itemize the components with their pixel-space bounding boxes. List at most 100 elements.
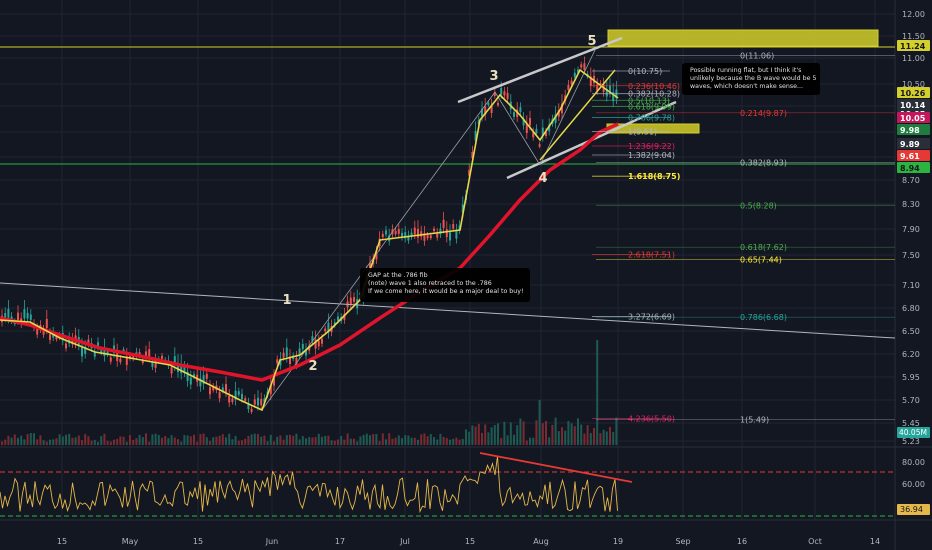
volume-bar	[615, 417, 618, 445]
fib-label-right: 0(11.06)	[740, 51, 774, 60]
candle-body	[250, 408, 253, 412]
volume-bar	[314, 437, 317, 445]
volume-bar	[522, 421, 525, 445]
candle-body	[397, 229, 400, 234]
candle-body	[567, 84, 570, 90]
candle-body	[452, 224, 455, 229]
volume-bar	[503, 421, 506, 445]
volume-bar	[337, 439, 339, 445]
volume-bar	[586, 425, 589, 445]
price-badge-label: 9.61	[900, 152, 920, 161]
candle-body	[557, 109, 560, 117]
volume-bar	[39, 435, 42, 445]
time-tick-label: 19	[613, 537, 623, 546]
volume-bar	[20, 435, 23, 445]
annotation-text: (note) wave 1 also retraced to the .786	[368, 280, 492, 287]
fib-levels: 0(10.75) 0.236(10.46)0.382(10.28)0.5(10.1…	[592, 51, 895, 424]
volume-bar	[7, 435, 10, 445]
candle-body	[570, 80, 573, 85]
volume-bar	[583, 433, 586, 445]
time-tick-label: 15	[465, 537, 475, 546]
volume-bar	[407, 435, 410, 445]
candle-body	[282, 352, 285, 358]
volume-bar	[343, 439, 346, 445]
volume-bar	[477, 423, 480, 445]
volume-bar	[545, 420, 547, 445]
candle-body	[68, 337, 71, 344]
candle-body	[177, 363, 179, 372]
price-badge-label: 9.98	[900, 126, 920, 135]
fib-label-right: 0.214(9.87)	[740, 109, 787, 118]
candle-body	[381, 233, 384, 238]
time-tick-label: 15	[57, 537, 67, 546]
volume-bar	[106, 440, 109, 445]
volume-bar	[228, 433, 231, 445]
time-tick-label: Aug	[533, 537, 549, 546]
volume-bar	[458, 439, 461, 445]
volume-bar	[205, 437, 208, 445]
candle-body	[455, 231, 458, 239]
candle-body	[522, 118, 525, 126]
volume-bar	[580, 424, 583, 445]
price-tick-label: 5.45	[902, 419, 920, 428]
volume-bar	[481, 432, 483, 445]
volume-bar	[455, 437, 458, 445]
price-tick-label: 6.80	[902, 304, 920, 313]
price-badge-label: 8.94	[900, 164, 920, 173]
volume-bar	[404, 435, 407, 445]
volume-bar	[573, 426, 576, 445]
candle-body	[202, 375, 205, 384]
volume-bar	[74, 437, 77, 445]
candle-body	[433, 228, 435, 232]
candle-body	[173, 356, 176, 366]
candle-body	[87, 339, 90, 345]
volume-bar	[429, 434, 432, 445]
candle-body	[449, 232, 451, 241]
volume-bar	[295, 433, 298, 445]
time-tick-label: 17	[335, 537, 345, 546]
candle-body	[532, 132, 535, 138]
volume-bar	[58, 434, 61, 445]
candle-body	[228, 395, 231, 403]
time-axis[interactable]: 15 May 15 Jun 17 Jul 15 Aug 19 Sep 16 Oct 14	[57, 537, 880, 546]
volume-bar	[305, 438, 307, 445]
candle-body	[26, 312, 29, 319]
candle-body	[84, 346, 87, 354]
ma-yellow-line	[0, 68, 619, 412]
time-tick-label: Jul	[399, 537, 410, 546]
volume-bar	[225, 437, 227, 445]
candle-body	[605, 88, 608, 97]
volume-bar	[468, 431, 471, 445]
volume-bar	[439, 433, 442, 445]
volume-bar	[609, 426, 611, 445]
volume-bar	[317, 433, 320, 445]
volume-bar	[26, 434, 29, 445]
volume-bar	[551, 424, 554, 445]
candle-body	[321, 338, 323, 344]
candle-body	[109, 357, 112, 362]
volume-badge-label: 40.05M	[899, 428, 927, 437]
volume-bar	[513, 434, 515, 445]
volume-bar	[333, 440, 336, 445]
channel-top	[457, 36, 623, 104]
volume-bar	[298, 439, 301, 445]
volume-bar	[372, 434, 375, 445]
volume-bar	[257, 434, 259, 445]
volume-bar	[17, 437, 19, 445]
volume-bar	[500, 438, 503, 445]
candle-body	[138, 352, 141, 356]
time-tick-label: Oct	[808, 537, 822, 546]
candle-body	[298, 348, 301, 355]
volume-bar	[369, 435, 371, 445]
candle-body	[529, 118, 531, 126]
volume-bar	[285, 435, 288, 445]
yellow-trend	[539, 69, 616, 161]
price-axis[interactable]: 12.0011.5011.0010.5010.009.509.008.708.3…	[897, 10, 930, 515]
volume-bar	[183, 435, 186, 445]
volume-bar	[231, 439, 234, 445]
volume-bar	[612, 432, 615, 445]
volume-bar	[484, 424, 487, 445]
candle-body	[481, 108, 483, 117]
candle-body	[497, 102, 499, 106]
